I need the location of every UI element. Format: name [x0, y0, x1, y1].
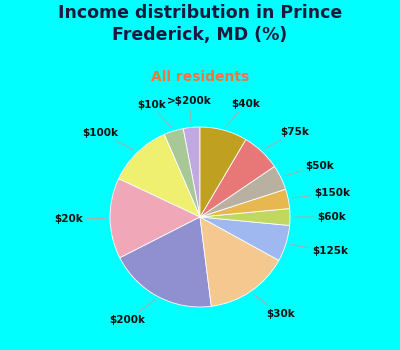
Wedge shape [120, 217, 211, 307]
Wedge shape [200, 189, 290, 217]
Text: $40k: $40k [226, 99, 260, 126]
Wedge shape [200, 127, 246, 217]
Text: $100k: $100k [82, 128, 134, 150]
Wedge shape [200, 209, 290, 225]
Wedge shape [200, 140, 274, 217]
Text: Income distribution in Prince
Frederick, MD (%): Income distribution in Prince Frederick,… [58, 4, 342, 44]
Wedge shape [118, 134, 200, 217]
Text: $30k: $30k [254, 295, 294, 319]
Text: $60k: $60k [294, 212, 346, 222]
Text: $50k: $50k [285, 161, 334, 176]
Wedge shape [110, 179, 200, 258]
Wedge shape [183, 127, 200, 217]
Text: >$200k: >$200k [167, 96, 211, 123]
Wedge shape [200, 217, 290, 260]
Text: $20k: $20k [54, 214, 106, 224]
Text: $10k: $10k [137, 100, 171, 127]
Text: $125k: $125k [290, 244, 348, 257]
Text: $200k: $200k [109, 300, 155, 326]
Text: All residents: All residents [151, 70, 249, 84]
Wedge shape [164, 128, 200, 217]
Wedge shape [200, 217, 279, 306]
Wedge shape [200, 166, 286, 217]
Text: $150k: $150k [293, 188, 350, 198]
Text: $75k: $75k [265, 127, 309, 149]
